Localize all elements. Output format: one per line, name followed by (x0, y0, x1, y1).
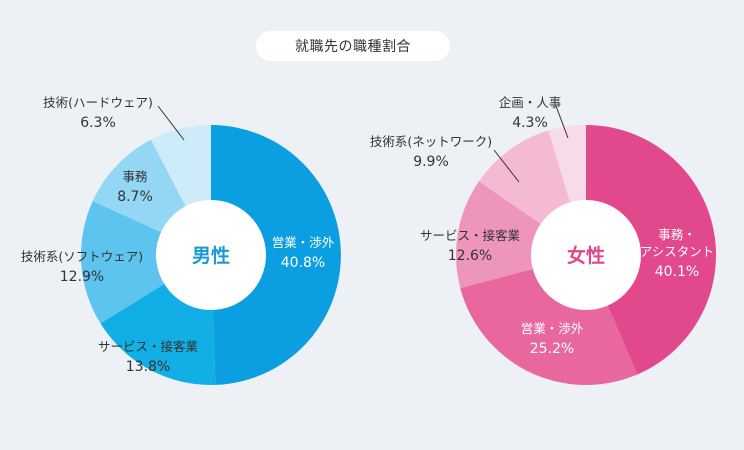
women-slice-value-1: 40.1% (655, 264, 699, 280)
men-slice-value-4: 8.7% (117, 189, 153, 205)
chart-title: 就職先の職種割合 (256, 31, 450, 61)
women-leader-line-4 (493, 149, 520, 183)
women-donut-hole (531, 200, 641, 310)
men-slice-3 (81, 201, 211, 324)
women-center-label: 女性 (567, 244, 605, 267)
men-slice-value-5: 6.3% (80, 115, 116, 131)
women-slice-value-3: 12.6% (448, 248, 492, 264)
women-slice-label-2: 営業・渉外 (521, 321, 584, 336)
women-slice-label-1: 事務・ (658, 227, 696, 242)
men-slice-value-1: 40.8% (281, 255, 325, 271)
men-slice-label-2: サービス・接客業 (98, 339, 199, 354)
men-slice-value-2: 13.8% (126, 359, 170, 375)
women-slice-label-3: サービス・接客業 (420, 228, 521, 243)
women-slice-1 (586, 125, 717, 375)
women-leader-line-5 (555, 105, 569, 139)
women-slice-label-1: アシスタント (640, 244, 715, 259)
men-donut-hole (156, 200, 266, 310)
men-slice-label-4: 事務 (122, 169, 148, 184)
women-slice-value-5: 4.3% (512, 115, 548, 131)
women-slice-value-4: 9.9% (413, 154, 449, 170)
men-center-label: 男性 (192, 244, 230, 267)
men-slice-label-1: 営業・渉外 (272, 235, 335, 250)
men-slice-label-5: 技術(ハードウェア) (43, 95, 153, 110)
women-slice-label-5: 企画・人事 (499, 95, 562, 110)
men-slice-1 (211, 125, 341, 385)
women-slice-value-2: 25.2% (530, 341, 574, 357)
women-slice-label-4: 技術系(ネットワーク) (370, 134, 492, 149)
chart-women: 女性 事務・アシスタント 40.1% 営業・渉外 25.2% サービス・接客業 12.6% 技… (370, 95, 717, 386)
men-leader-line-5 (157, 105, 185, 141)
men-slice-value-3: 12.9% (60, 269, 104, 285)
chart-men: 男性 営業・渉外 40.8% サービス・接客業 13.8% 技術系(ソフトウェア) 12.9… (21, 95, 341, 385)
men-slice-label-3: 技術系(ソフトウェア) (21, 249, 143, 264)
